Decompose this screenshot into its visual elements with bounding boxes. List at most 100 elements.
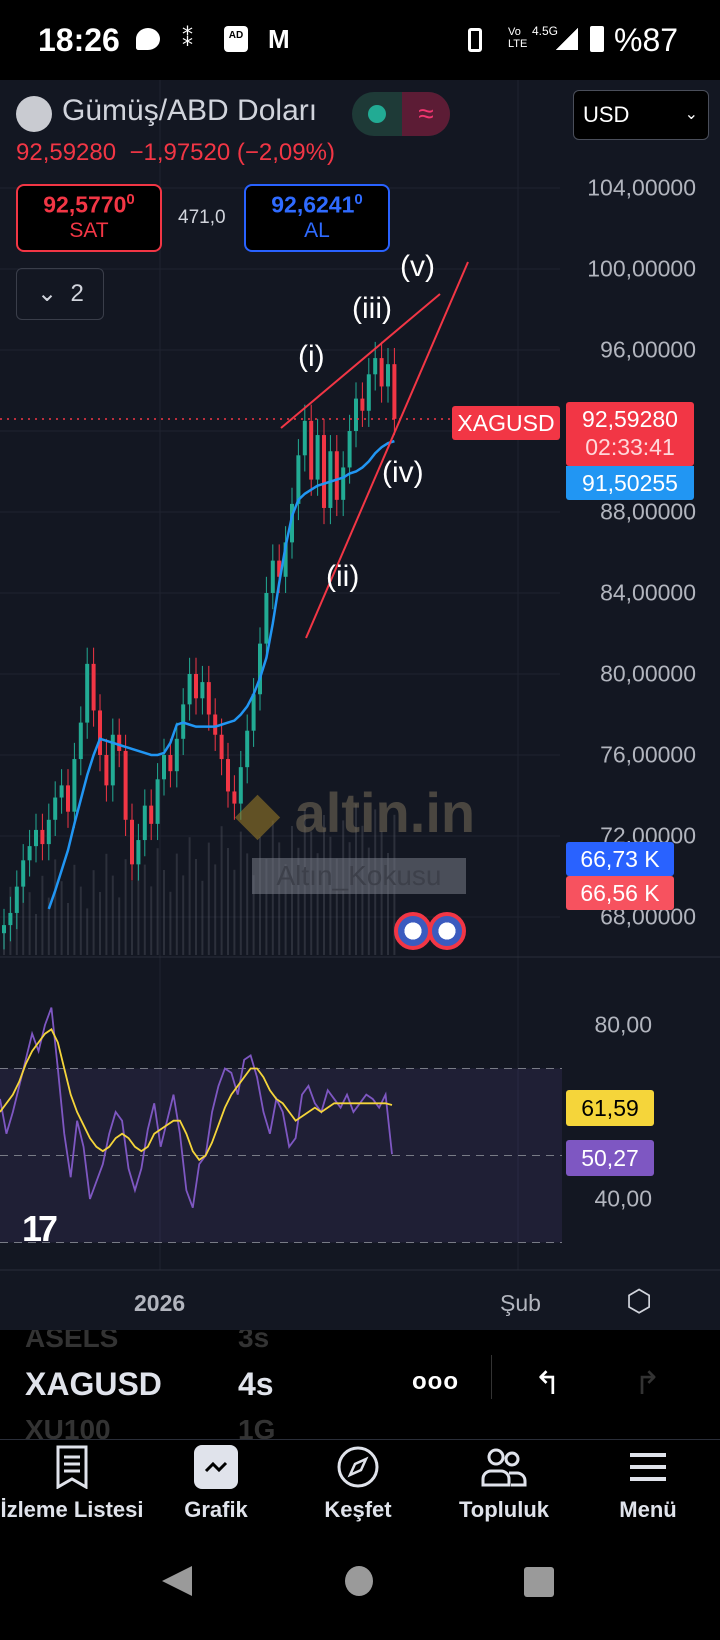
nav-explore[interactable]: Keşfet bbox=[286, 1445, 430, 1523]
currency-select[interactable]: USD ⌄ bbox=[573, 90, 709, 140]
nav-chart[interactable]: Grafik bbox=[144, 1445, 288, 1523]
volume-bar bbox=[252, 875, 255, 955]
volume-tag-red: 66,56 K bbox=[566, 876, 674, 910]
volume-bar bbox=[105, 853, 108, 955]
candle bbox=[277, 560, 282, 577]
current-symbol[interactable]: XAGUSD bbox=[25, 1366, 162, 1402]
bar-countdown: 02:33:41 bbox=[585, 434, 675, 460]
volume-bar bbox=[41, 875, 44, 955]
wave-label-i[interactable]: (i) bbox=[298, 340, 325, 373]
candle bbox=[142, 805, 147, 841]
wave-label-iv[interactable]: (iv) bbox=[382, 456, 424, 489]
symbol-title[interactable]: Gümüş/ABD Doları bbox=[62, 94, 318, 127]
candle bbox=[136, 840, 141, 865]
volume-bar bbox=[259, 837, 261, 955]
candle bbox=[21, 860, 26, 887]
us-flag-event-icon[interactable] bbox=[394, 912, 432, 950]
back-icon[interactable] bbox=[162, 1566, 192, 1596]
volume-bar bbox=[246, 853, 249, 955]
volume-bar bbox=[214, 864, 217, 955]
nav-community[interactable]: Topluluk bbox=[432, 1445, 576, 1523]
wave-label-iii[interactable]: (iii) bbox=[352, 292, 392, 325]
current-interval[interactable]: 4s bbox=[238, 1366, 274, 1402]
price-tick: 100,00000 bbox=[587, 255, 696, 282]
recents-icon[interactable] bbox=[524, 1567, 554, 1597]
volume-bar bbox=[124, 859, 127, 955]
sell-button[interactable]: 92,57700 SAT bbox=[16, 184, 162, 252]
volume-bar bbox=[367, 847, 370, 955]
moving-average-line bbox=[47, 439, 395, 910]
symbol-switcher[interactable]: ASELS 3s XAGUSD 4s XU100 1G ooo ↰ ↱ bbox=[0, 1330, 720, 1440]
candle bbox=[123, 750, 128, 820]
more-options-icon[interactable]: ooo bbox=[412, 1368, 459, 1395]
price-change-line: 92,59280 −1,97520 (−2,09%) bbox=[16, 139, 335, 167]
candle bbox=[40, 829, 45, 845]
volume-bar bbox=[73, 864, 76, 955]
undo-icon[interactable]: ↰ bbox=[534, 1365, 561, 1401]
volume-bar bbox=[239, 831, 242, 955]
volume-bar bbox=[60, 881, 63, 955]
volte-label: Vo LTE bbox=[508, 26, 528, 50]
volume-tag-blue: 66,73 K bbox=[566, 842, 674, 876]
candle bbox=[360, 398, 365, 411]
spark-icon: ⁑ bbox=[182, 26, 193, 51]
candle bbox=[341, 467, 346, 500]
volume-bar bbox=[99, 892, 101, 955]
indicators-count: 2 bbox=[70, 280, 84, 307]
market-status-toggle[interactable]: ≈ bbox=[352, 92, 450, 136]
sell-label: SAT bbox=[69, 218, 109, 242]
home-icon[interactable] bbox=[345, 1566, 373, 1596]
candle bbox=[354, 398, 358, 431]
candle bbox=[392, 364, 397, 419]
sell-price: 92,5770 bbox=[43, 191, 127, 218]
watchlist-icon bbox=[56, 1445, 88, 1489]
volume-bar bbox=[348, 842, 351, 955]
candle bbox=[238, 767, 243, 804]
buy-button[interactable]: 92,62410 AL bbox=[244, 184, 390, 252]
price-tick: 80,00000 bbox=[600, 660, 696, 687]
candle bbox=[8, 912, 13, 926]
prev-symbol[interactable]: ASELS bbox=[25, 1330, 119, 1353]
next-symbol[interactable]: XU100 bbox=[25, 1414, 111, 1440]
next-interval[interactable]: 1G bbox=[238, 1414, 276, 1440]
chart-area[interactable]: Gümüş/ABD Doları ≈ 92,59280 −1,97520 (−2… bbox=[0, 80, 720, 1330]
wave-label-v[interactable]: (v) bbox=[400, 250, 435, 283]
ma-value-tag: 91,50255 bbox=[566, 466, 694, 500]
vibrate-icon bbox=[468, 28, 482, 52]
price-chart[interactable] bbox=[0, 80, 720, 1330]
buy-label: AL bbox=[304, 218, 330, 242]
candle bbox=[149, 805, 154, 824]
chart-settings-icon[interactable]: ⬡ bbox=[626, 1285, 653, 1318]
volume-bar bbox=[227, 848, 229, 955]
prev-interval[interactable]: 3s bbox=[238, 1330, 270, 1353]
candle bbox=[373, 358, 378, 375]
divider bbox=[491, 1355, 492, 1399]
redo-icon[interactable]: ↱ bbox=[634, 1365, 661, 1401]
spread: 471,0 bbox=[178, 207, 226, 228]
status-bar: 18:26 ⁑ AD M Vo LTE 4.5G %87 bbox=[0, 0, 720, 80]
candle bbox=[226, 759, 230, 792]
rsi-value-tag: 50,27 bbox=[566, 1140, 654, 1176]
volume-bar bbox=[335, 858, 338, 955]
nav-watchlist[interactable]: İzleme Listesi bbox=[0, 1445, 144, 1523]
candle bbox=[200, 682, 205, 699]
candle bbox=[264, 593, 269, 644]
nav-label: Grafik bbox=[184, 1497, 248, 1522]
volume-bar bbox=[111, 875, 114, 955]
adblocker-icon: AD bbox=[224, 26, 248, 52]
rsi-line bbox=[0, 1007, 393, 1209]
candle bbox=[245, 730, 250, 768]
volume-bar bbox=[195, 859, 197, 955]
indicators-collapse-button[interactable]: ⌄ 2 bbox=[16, 268, 104, 320]
chevron-down-icon: ⌄ bbox=[37, 280, 58, 307]
wave-label-ii[interactable]: (ii) bbox=[326, 560, 360, 593]
volume-bar bbox=[137, 842, 140, 955]
nav-menu[interactable]: Menü bbox=[576, 1445, 720, 1523]
system-nav-bar bbox=[162, 1566, 554, 1597]
volume-bar bbox=[131, 881, 133, 955]
candle bbox=[347, 431, 352, 468]
us-flag-event-icon[interactable] bbox=[428, 912, 466, 950]
volume-bar bbox=[47, 897, 50, 955]
candle bbox=[168, 755, 173, 772]
volume-bar bbox=[35, 914, 37, 955]
